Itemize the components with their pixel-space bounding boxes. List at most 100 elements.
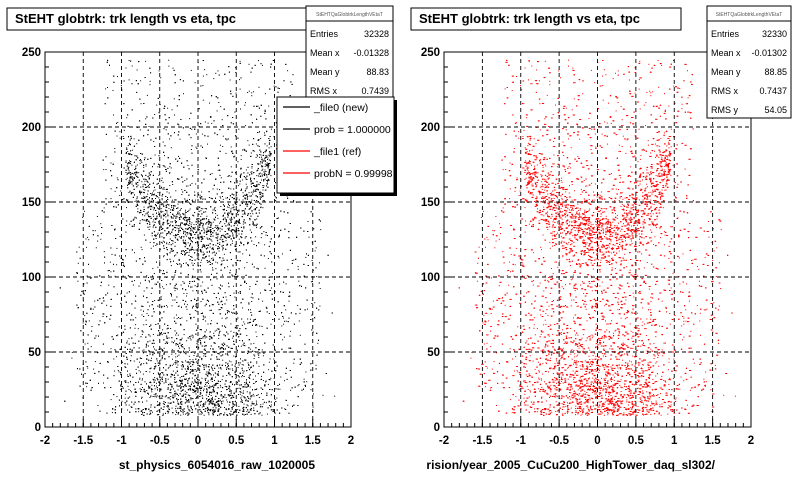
data-point: [314, 302, 316, 304]
data-point: [227, 216, 229, 218]
data-point: [177, 305, 179, 307]
data-point: [211, 252, 213, 254]
data-point: [226, 401, 228, 403]
data-point: [170, 209, 172, 211]
data-point: [226, 299, 228, 301]
data-point: [177, 389, 179, 391]
data-point: [251, 199, 253, 201]
data-point: [181, 317, 183, 319]
data-point: [216, 237, 218, 239]
data-point: [224, 412, 226, 414]
data-point: [184, 390, 186, 392]
data-point: [258, 397, 260, 398]
data-point: [181, 409, 183, 411]
data-point: [248, 90, 250, 92]
data-point: [171, 199, 173, 201]
data-point: [189, 397, 191, 399]
data-point: [209, 398, 211, 400]
data-point: [198, 339, 200, 341]
data-point: [135, 368, 137, 370]
data-point: [182, 281, 184, 283]
data-point: [141, 358, 143, 359]
data-point: [215, 268, 217, 270]
data-point: [199, 370, 201, 372]
data-point: [256, 218, 258, 220]
data-point: [226, 139, 228, 141]
data-point: [253, 209, 255, 211]
data-point: [202, 133, 204, 135]
data-point: [242, 179, 244, 181]
data-point: [154, 377, 156, 379]
data-point: [170, 221, 172, 223]
data-point: [192, 227, 194, 228]
data-point: [180, 410, 181, 412]
data-point: [261, 349, 263, 351]
data-point: [171, 407, 173, 409]
data-point: [224, 385, 226, 387]
data-point: [95, 247, 97, 249]
data-point: [200, 285, 202, 287]
data-point: [110, 348, 112, 350]
data-point: [206, 391, 208, 393]
data-point: [127, 385, 129, 387]
data-point: [195, 398, 197, 399]
data-point: [194, 352, 196, 354]
data-point: [202, 251, 204, 253]
data-point: [228, 207, 230, 209]
data-point: [211, 381, 213, 382]
data-point: [145, 213, 147, 215]
data-point: [134, 327, 136, 329]
data-point: [207, 143, 208, 145]
data-point: [192, 199, 194, 201]
data-point: [166, 405, 168, 407]
data-point: [177, 364, 179, 366]
data-point: [190, 397, 192, 399]
data-point: [253, 91, 255, 93]
data-point: [136, 171, 138, 173]
data-point: [160, 208, 162, 210]
data-point: [213, 348, 215, 350]
data-point: [270, 146, 272, 148]
data-point: [251, 301, 253, 302]
data-point: [195, 199, 196, 201]
data-point: [274, 196, 276, 198]
data-point: [154, 363, 156, 364]
data-point: [129, 390, 131, 392]
data-point: [180, 208, 182, 209]
data-point: [114, 275, 116, 277]
data-point: [143, 183, 145, 185]
data-point: [225, 318, 227, 320]
data-point: [262, 380, 264, 381]
data-point: [164, 155, 165, 157]
data-point: [204, 69, 206, 71]
data-point: [171, 305, 173, 307]
data-point: [188, 355, 190, 357]
data-point: [90, 346, 92, 348]
data-point: [233, 355, 235, 357]
data-point: [245, 177, 247, 178]
data-point: [297, 385, 299, 387]
data-point: [226, 210, 228, 211]
data-point: [229, 269, 231, 271]
data-point: [88, 320, 90, 322]
data-point: [177, 355, 178, 357]
data-point: [189, 362, 191, 364]
data-point: [169, 242, 170, 243]
data-point: [193, 386, 195, 387]
data-point: [167, 412, 169, 414]
data-point: [178, 347, 180, 349]
data-point: [145, 163, 147, 165]
data-point: [161, 380, 163, 382]
data-point: [201, 259, 202, 261]
data-point: [195, 146, 197, 148]
data-point: [182, 239, 184, 241]
data-point: [220, 391, 222, 392]
data-point: [305, 256, 307, 258]
data-point: [245, 202, 247, 204]
data-point: [163, 256, 165, 258]
data-point: [165, 234, 167, 236]
data-point: [225, 197, 227, 199]
data-point: [167, 107, 169, 109]
data-point: [114, 148, 116, 149]
data-point: [200, 271, 202, 273]
